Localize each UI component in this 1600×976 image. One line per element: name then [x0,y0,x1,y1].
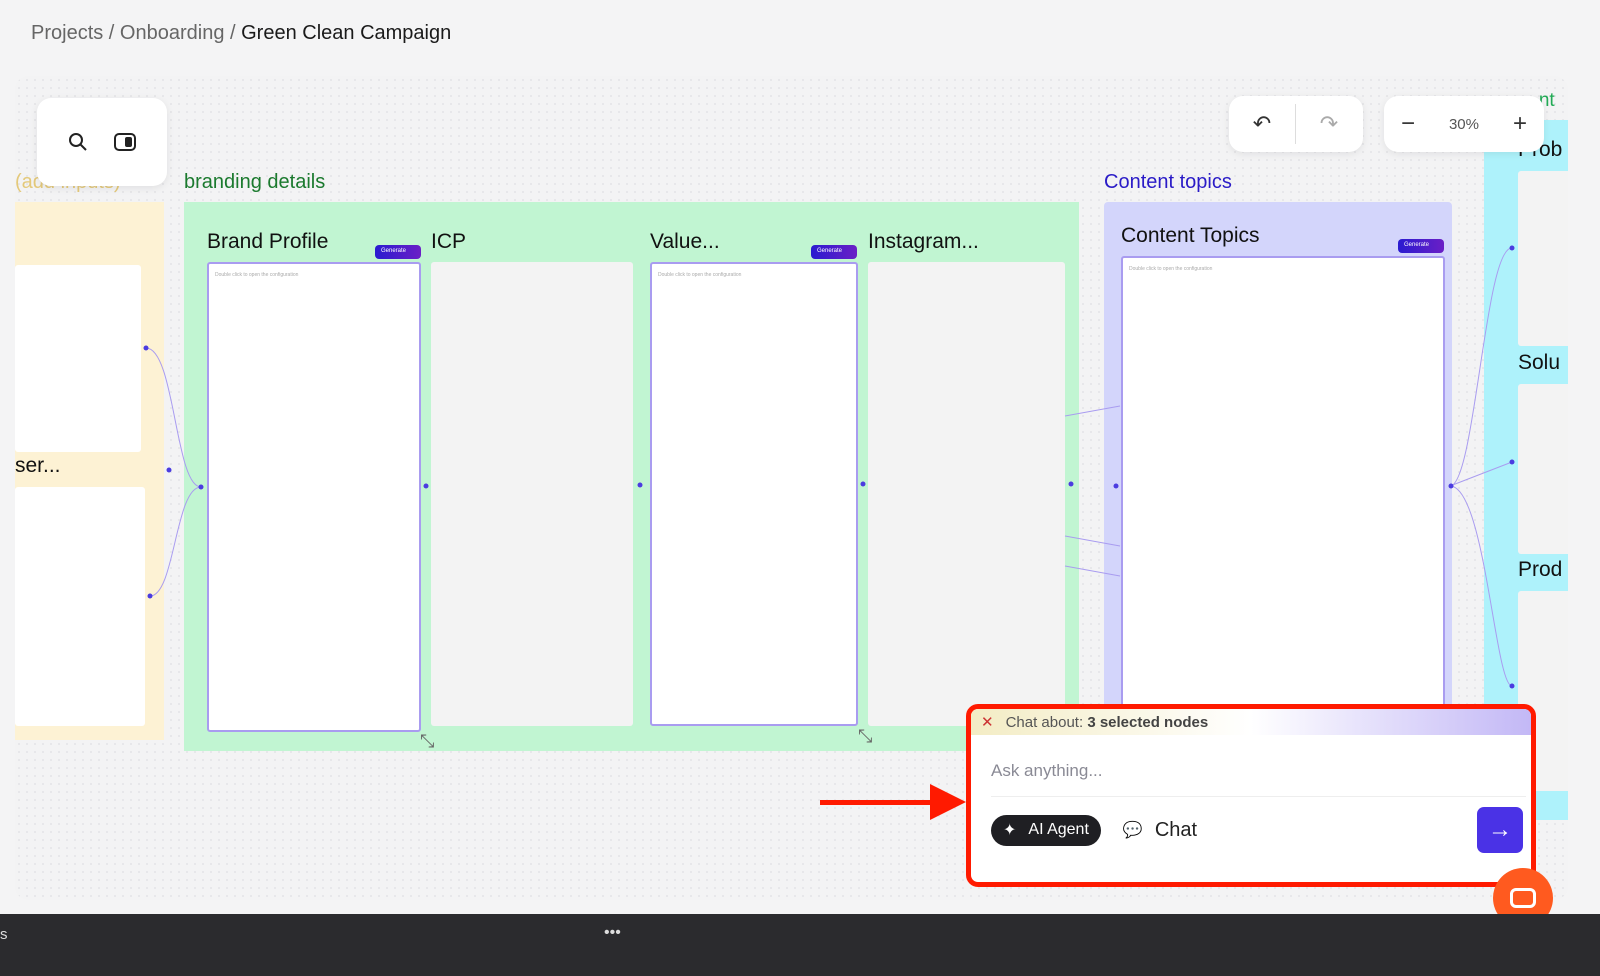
chat-context: 3 selected nodes [1087,713,1209,731]
card-hint: Double click to open the configuration [658,272,742,278]
generate-button[interactable]: Generate [375,245,421,259]
chat-panel: ✕ Chat about: 3 selected nodes Ask anyth… [966,704,1536,887]
group-label-content: Content topics [1104,171,1232,193]
input-card[interactable] [15,265,141,452]
zoom-level: 30% [1448,115,1479,133]
card-title-content-topics: Content Topics [1121,224,1260,247]
card-hint: Double click to open the configuration [1129,266,1213,272]
card-title-icp: ICP [431,230,467,253]
ai-agent-toggle[interactable]: ✦ AI Agent [991,814,1101,846]
chat-bubbles-icon: 💬 [1122,822,1143,839]
canvas[interactable]: (add inputs) ser... branding details Bra… [15,76,1568,900]
breadcrumb: Projects / Onboarding / Green Clean Camp… [31,22,451,45]
redo-icon[interactable]: ↷ [1319,111,1339,136]
node-brand-profile[interactable]: Double click to open the configuration [207,262,421,732]
card-title-right: Prod [1518,558,1563,581]
chat-icon [1510,888,1536,908]
more-icon[interactable]: ••• [604,924,621,941]
send-button[interactable]: → [1477,807,1523,853]
bottom-bar: s ••• [0,914,1600,976]
chat-input[interactable]: Ask anything... [991,735,1526,797]
annotation-arrowhead [930,784,966,820]
chat-context-prefix: Chat about: [1005,713,1084,731]
breadcrumb-projects[interactable]: Projects [31,22,104,44]
tools-panel [37,98,167,186]
bottom-bar-text: s [0,926,8,943]
node-instagram[interactable] [868,262,1065,726]
card-title-instagram: Instagram... [868,230,979,253]
breadcrumb-onboarding[interactable]: Onboarding [119,22,225,44]
divider [1295,104,1296,144]
sep: / [224,22,242,44]
panel-toggle-icon[interactable] [113,132,137,152]
card-title-brand-profile: Brand Profile [207,230,329,253]
close-icon[interactable]: ✕ [981,714,994,731]
input-card-title: ser... [15,454,61,477]
card-title-right: Solu [1518,351,1561,374]
breadcrumb-current: Green Clean Campaign [241,22,452,44]
ai-agent-label: AI Agent [1028,821,1089,838]
node-right[interactable] [1518,171,1568,346]
group-label-branding: branding details [184,171,326,193]
card-hint: Double click to open the configuration [215,272,299,278]
zoom-in-icon[interactable]: + [1512,110,1527,137]
generate-button[interactable]: Generate [1398,239,1444,253]
zoom-panel: − 30% + [1384,96,1544,152]
node-icp[interactable] [431,262,633,726]
sparkle-icon: ✦ [1003,822,1017,839]
input-card[interactable] [15,487,145,726]
card-title-value: Value... [650,230,720,253]
search-icon[interactable] [67,131,89,153]
resize-handle-icon[interactable]: ⤡ [420,731,435,751]
node-content-topics[interactable]: Double click to open the configuration [1121,256,1445,716]
chat-context-header: ✕ Chat about: 3 selected nodes [971,709,1531,735]
chat-label: Chat [1154,818,1198,841]
history-panel: ↶ ↷ [1229,96,1363,152]
zoom-out-icon[interactable]: − [1400,110,1415,137]
resize-handle-icon[interactable]: ⤡ [858,726,873,746]
node-value[interactable]: Double click to open the configuration [650,262,858,726]
annotation-arrow [820,800,935,805]
sep: / [103,22,120,44]
edges [143,245,1515,689]
chat-toggle[interactable]: 💬 Chat [1123,819,1197,842]
node-right[interactable] [1518,384,1568,554]
undo-icon[interactable]: ↶ [1252,111,1272,136]
generate-button[interactable]: Generate [811,245,857,259]
